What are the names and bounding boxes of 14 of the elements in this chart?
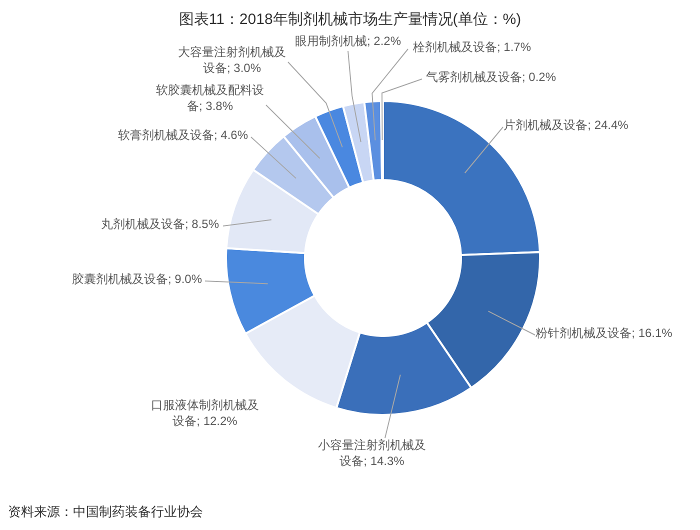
text: 资料来源：中国制药装备行业协会 — [8, 504, 203, 519]
slice-label: 栓剂机械及设备; 1.7% — [412, 40, 532, 54]
slice-label: 软膏剂机械及设备; 4.6% — [118, 128, 248, 142]
slice-label: 粉针剂机械及设备; 16.1% — [536, 326, 673, 340]
slice-label: 胶囊剂机械及设备; 9.0% — [72, 272, 202, 286]
slice-label: 片剂机械及设备; 24.4% — [504, 118, 629, 132]
slice-label: 气雾剂机械及设备; 0.2% — [426, 70, 556, 84]
chart-title: 图表11：2018年制剂机械市场生产量情况(单位：%) — [178, 11, 522, 28]
slice-label: 软胶囊机械及配料设备; 3.8% — [156, 83, 264, 113]
slice-label: 口服液体制剂机械及设备; 12.2% — [151, 398, 259, 428]
slice-label: 眼用制剂机械; 2.2% — [294, 34, 402, 48]
slice-label: 小容量注射剂机械及设备; 14.3% — [318, 438, 426, 468]
slice-label: 大容量注射剂机械及设备; 3.0% — [178, 45, 286, 75]
slice-label: 丸剂机械及设备; 8.5% — [100, 217, 220, 231]
